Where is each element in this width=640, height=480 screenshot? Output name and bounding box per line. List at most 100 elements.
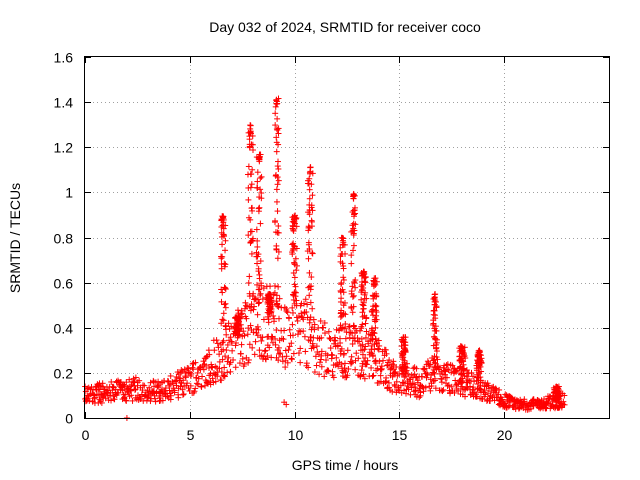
data-point [274, 181, 281, 188]
data-point [432, 385, 439, 392]
data-point [360, 285, 367, 292]
y-tick-label: 1.6 [54, 50, 74, 66]
data-point [362, 334, 369, 341]
data-point [358, 325, 365, 332]
data-point [239, 310, 246, 317]
data-point [362, 289, 369, 296]
data-point [132, 386, 139, 393]
data-point [249, 344, 256, 351]
data-point [246, 273, 253, 280]
data-point [427, 387, 434, 394]
data-point [304, 248, 311, 255]
x-tick-label: 10 [288, 427, 304, 443]
data-point [341, 299, 348, 306]
data-point [222, 237, 229, 244]
data-point [363, 315, 370, 322]
data-point [431, 334, 438, 341]
data-point [309, 305, 316, 312]
data-point [275, 357, 282, 364]
data-point [552, 396, 559, 403]
data-point [283, 401, 290, 408]
data-point [145, 392, 152, 399]
data-point [221, 284, 228, 291]
data-point [361, 375, 368, 382]
data-point [193, 380, 200, 387]
data-point [192, 385, 199, 392]
data-point [288, 355, 295, 362]
x-tick-label: 15 [392, 427, 408, 443]
data-point [167, 392, 174, 399]
data-point [290, 291, 297, 298]
data-point [340, 274, 347, 281]
data-point [337, 298, 344, 305]
data-point [184, 380, 191, 387]
data-point [431, 307, 438, 314]
data-point [386, 357, 393, 364]
data-point [413, 365, 420, 372]
data-point [337, 347, 344, 354]
data-point [256, 156, 263, 163]
data-point [349, 222, 356, 229]
data-point [272, 341, 279, 348]
data-point [264, 352, 271, 359]
data-point [340, 289, 347, 296]
data-point [378, 365, 385, 372]
data-point [309, 340, 316, 347]
data-point [392, 383, 399, 390]
y-tick-label: 1 [65, 185, 73, 201]
data-point [181, 366, 188, 373]
data-point [524, 406, 531, 413]
data-point [318, 334, 325, 341]
data-point [349, 340, 356, 347]
data-point [129, 397, 136, 404]
data-point [271, 219, 278, 226]
data-point [376, 342, 383, 349]
data-point [244, 331, 251, 338]
data-point [282, 364, 289, 371]
data-point [92, 394, 99, 401]
data-point [295, 350, 302, 357]
data-point [272, 335, 279, 342]
data-point [187, 382, 194, 389]
data-point [311, 326, 318, 333]
data-point [128, 392, 135, 399]
data-point [98, 399, 105, 406]
data-point [310, 316, 317, 323]
data-point [468, 369, 475, 376]
data-point [318, 363, 325, 370]
data-point [284, 359, 291, 366]
data-point [257, 220, 264, 227]
data-point [357, 327, 364, 334]
data-point [300, 328, 307, 335]
data-point [248, 171, 255, 178]
data-point [289, 309, 296, 316]
data-point [249, 147, 256, 154]
axis-ticks: 0 0.2 0.4 0.6 0.8 1 1.2 1.4 1.6 0 5 10 15 20 [54, 50, 609, 443]
data-point [411, 381, 418, 388]
data-point [475, 374, 482, 381]
data-point [241, 332, 248, 339]
data-point [255, 296, 262, 303]
data-point [213, 364, 220, 371]
data-point [322, 357, 329, 364]
data-point [372, 360, 379, 367]
data-point [496, 386, 503, 393]
data-point [350, 242, 357, 249]
data-point [242, 302, 249, 309]
y-axis-label: SRMTID / TECUs [7, 183, 23, 293]
data-point [309, 192, 316, 199]
data-point [360, 371, 367, 378]
data-point [248, 238, 255, 245]
data-point [255, 326, 262, 333]
data-point [393, 378, 400, 385]
data-point [432, 297, 439, 304]
data-point [219, 222, 226, 229]
data-point [399, 361, 406, 368]
data-point [291, 274, 298, 281]
data-point [372, 336, 379, 343]
data-point [351, 335, 358, 342]
data-point [432, 336, 439, 343]
data-point [222, 353, 229, 360]
data-point [369, 352, 376, 359]
data-point [290, 296, 297, 303]
